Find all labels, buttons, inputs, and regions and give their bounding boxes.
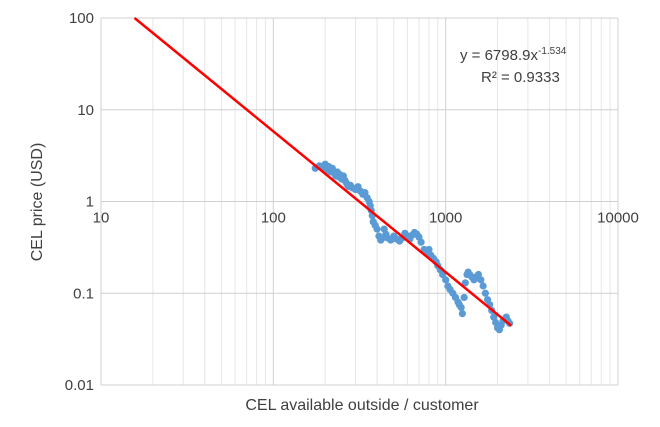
data-point	[477, 276, 485, 284]
x-tick-label: 10000	[597, 210, 639, 227]
y-tick-labels: 100 10 1 0.1 0.01	[65, 10, 94, 394]
data-point	[457, 303, 465, 312]
data-point	[481, 289, 489, 297]
data-point	[490, 313, 498, 321]
data-point	[373, 225, 381, 233]
trendline	[133, 17, 512, 327]
grid-lines	[100, 17, 619, 386]
x-tick-label: 1000	[429, 210, 462, 227]
x-tick-label: 10	[93, 210, 110, 227]
data-point	[439, 270, 447, 279]
data-point	[461, 279, 469, 287]
y-axis-title: CEL price (USD)	[29, 143, 46, 262]
data-point	[425, 245, 433, 254]
data-point	[460, 293, 468, 302]
y-tick-label: 0.01	[65, 377, 94, 394]
x-tick-labels: 10 100 1000 10000	[93, 210, 639, 227]
y-tick-label: 0.1	[73, 285, 94, 302]
y-tick-label: 10	[77, 102, 94, 119]
y-tick-label: 1	[86, 194, 94, 211]
data-point	[442, 276, 450, 284]
data-point	[479, 282, 487, 290]
equation-exponent: -1.534	[538, 46, 567, 57]
x-axis-title: CEL available outside / customer	[245, 397, 479, 414]
equation-prefix: y = 6798.9x	[460, 47, 538, 64]
data-point	[417, 238, 425, 246]
trendline-equation: y = 6798.9x-1.534	[460, 46, 567, 64]
y-tick-label: 100	[69, 10, 94, 27]
x-tick-label: 100	[261, 210, 286, 227]
r-squared-label: R² = 0.9333	[481, 69, 560, 86]
data-point	[458, 310, 466, 318]
